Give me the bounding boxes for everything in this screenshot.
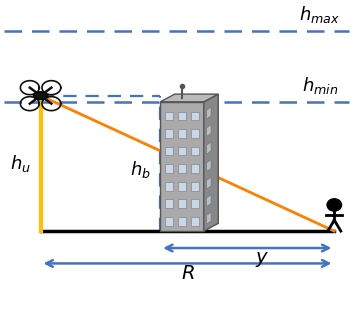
Polygon shape bbox=[207, 195, 211, 206]
Text: $h_u$: $h_u$ bbox=[10, 153, 31, 174]
Bar bbox=[178, 147, 186, 156]
Bar bbox=[191, 164, 199, 173]
Ellipse shape bbox=[33, 92, 48, 100]
Text: $R$: $R$ bbox=[181, 265, 194, 283]
Bar bbox=[191, 217, 199, 225]
Bar bbox=[165, 217, 173, 225]
Bar bbox=[178, 112, 186, 121]
Text: $h_{max}$: $h_{max}$ bbox=[299, 4, 340, 25]
Bar bbox=[165, 199, 173, 208]
Bar bbox=[191, 199, 199, 208]
Bar bbox=[191, 182, 199, 190]
Bar bbox=[165, 112, 173, 121]
Polygon shape bbox=[207, 107, 211, 119]
Circle shape bbox=[327, 199, 341, 211]
Bar bbox=[178, 217, 186, 225]
Bar bbox=[165, 182, 173, 190]
Bar bbox=[165, 147, 173, 156]
Text: $h_{min}$: $h_{min}$ bbox=[302, 75, 338, 96]
Polygon shape bbox=[207, 125, 211, 136]
Text: $h_b$: $h_b$ bbox=[130, 159, 151, 180]
Bar bbox=[165, 129, 173, 138]
Bar bbox=[191, 129, 199, 138]
Polygon shape bbox=[207, 212, 211, 224]
Bar bbox=[178, 182, 186, 190]
Bar bbox=[178, 199, 186, 208]
Polygon shape bbox=[207, 160, 211, 171]
Bar bbox=[191, 147, 199, 156]
Bar bbox=[165, 164, 173, 173]
Polygon shape bbox=[207, 142, 211, 154]
Bar bbox=[178, 164, 186, 173]
Bar bbox=[191, 112, 199, 121]
Bar bbox=[160, 102, 204, 231]
Polygon shape bbox=[204, 94, 218, 231]
Polygon shape bbox=[207, 177, 211, 189]
Polygon shape bbox=[160, 94, 218, 102]
Bar bbox=[178, 129, 186, 138]
Text: $y$: $y$ bbox=[255, 250, 269, 269]
